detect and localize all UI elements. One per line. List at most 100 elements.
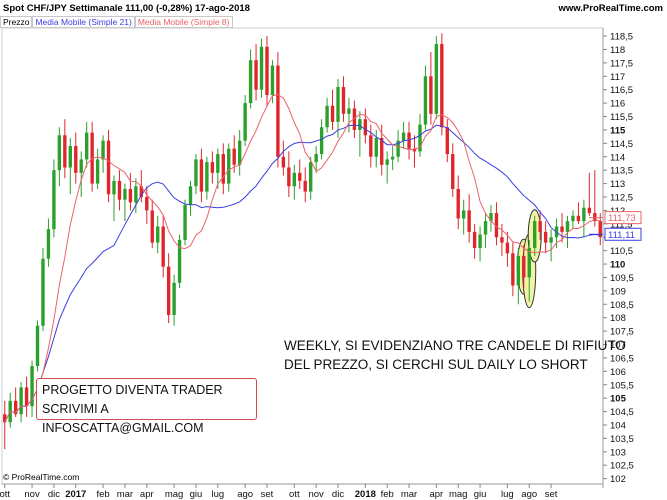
- candle-body: [369, 135, 373, 157]
- candle-body: [139, 186, 144, 197]
- y-tick-label: 114,5: [610, 139, 633, 150]
- candle-body: [123, 188, 127, 200]
- candle-body: [52, 170, 56, 230]
- y-tick-label: 109: [610, 286, 626, 297]
- site-label[interactable]: www.ProRealTime.com: [558, 3, 663, 14]
- y-tick-label: 107: [610, 340, 626, 351]
- x-tick-label: giu: [190, 489, 203, 500]
- x-tick-label: dic: [48, 489, 60, 500]
- candle-body: [3, 414, 7, 423]
- x-tick-label: 2017: [65, 489, 86, 500]
- candlestick-series: [3, 33, 602, 450]
- candle-body: [461, 210, 466, 219]
- y-tick-label: 106: [610, 367, 626, 378]
- candle-body: [210, 162, 215, 173]
- candle-body: [150, 210, 154, 243]
- candle-body: [221, 154, 225, 184]
- candle-body: [440, 44, 444, 128]
- candle-body: [505, 242, 510, 254]
- y-tick-label: 108: [610, 313, 626, 324]
- candle-body: [46, 229, 51, 259]
- candle-body: [533, 221, 537, 248]
- candle-body: [314, 154, 318, 163]
- y-tick-label: 108,5: [610, 300, 634, 311]
- candle-body: [396, 140, 400, 157]
- candle-body: [216, 154, 220, 173]
- price-tag-box: [604, 211, 642, 225]
- candle-body: [445, 127, 449, 155]
- candle-body: [380, 137, 384, 165]
- candle-body: [374, 137, 378, 157]
- y-tick-label: 117: [610, 72, 625, 83]
- candle-body: [74, 146, 78, 173]
- annotation-line-2: DEL PREZZO, SI CERCHI SUL DAILY LO SHORT: [284, 357, 588, 372]
- x-tick-label: mar: [117, 489, 133, 500]
- candle-body: [101, 140, 105, 160]
- candle-body: [287, 167, 291, 187]
- y-tick-label: 107,5: [610, 327, 634, 338]
- candle-body: [341, 87, 346, 114]
- candle-body: [199, 159, 204, 192]
- candle-body: [560, 226, 564, 232]
- candle-body: [494, 213, 499, 238]
- x-tick-label: mag: [449, 489, 467, 500]
- candle-body: [30, 365, 34, 407]
- x-tick-label: set: [261, 489, 274, 500]
- candle-body: [576, 215, 581, 222]
- candle-body: [166, 266, 171, 316]
- candle-body: [543, 231, 548, 243]
- candle-body: [79, 159, 83, 173]
- y-tick-label: 116: [610, 99, 625, 110]
- price-tags: 111,73 111,11: [589, 211, 642, 241]
- candle-body: [511, 253, 515, 286]
- credit-label: © ProRealTime.com: [3, 472, 80, 482]
- candle-body: [571, 215, 575, 222]
- candle-body: [134, 186, 138, 203]
- candle-body: [598, 221, 602, 238]
- candle-body: [172, 282, 176, 316]
- x-tick-label: nov: [24, 489, 40, 500]
- candle-body: [41, 258, 45, 326]
- candle-body: [183, 205, 187, 240]
- legend-price[interactable]: Prezzo: [0, 16, 33, 28]
- candle-body: [489, 213, 493, 222]
- candle-body: [483, 221, 488, 235]
- candle-body: [467, 210, 471, 232]
- candle-body: [363, 119, 368, 136]
- x-tick-label: ott: [289, 489, 300, 500]
- annotation-text: WEEKLY, SI EVIDENZIANO TRE CANDELE DI RI…: [284, 336, 626, 374]
- promo-box: PROGETTO DIVENTA TRADER SCRIVIMI A INFOS…: [36, 378, 257, 435]
- candle-body: [19, 387, 23, 415]
- candle-body: [303, 180, 307, 192]
- y-tick-label: 102,5: [610, 461, 634, 472]
- candle-body: [243, 103, 247, 141]
- candle-body: [516, 256, 521, 286]
- candle-body: [145, 196, 149, 211]
- x-tick-label: nov: [308, 489, 324, 500]
- candle-body: [309, 162, 313, 192]
- candle-body: [352, 108, 357, 130]
- candle-body: [347, 108, 351, 114]
- x-axis: ott nov dic 2017 feb mar apr mag giu lug ago set ott…: [0, 483, 603, 500]
- y-tick-label: 113,5: [610, 166, 633, 177]
- candle-body: [478, 234, 482, 248]
- x-tick-label: giu: [474, 489, 487, 500]
- y-tick-label: 118,5: [610, 32, 633, 43]
- y-tick-label: 111,5: [610, 219, 632, 230]
- y-tick-label: 115,5: [610, 112, 633, 123]
- legend-ma21[interactable]: Media Mobile (Simple 21): [32, 16, 135, 28]
- candle-body: [128, 188, 133, 203]
- x-tick-label: ago: [521, 489, 537, 500]
- y-tick-label: 104,5: [610, 407, 634, 418]
- legend-ma8[interactable]: Media Mobile (Simple 8): [134, 16, 233, 28]
- ma8-line: [4, 94, 601, 423]
- candle-body: [522, 256, 526, 278]
- x-tick-label: dic: [332, 489, 344, 500]
- candle-body: [390, 156, 395, 160]
- y-tick-label: 103,5: [610, 434, 634, 445]
- y-tick-label: 104: [610, 420, 626, 431]
- candle-body: [298, 172, 302, 181]
- candle-body: [538, 221, 542, 232]
- candle-body: [281, 156, 286, 168]
